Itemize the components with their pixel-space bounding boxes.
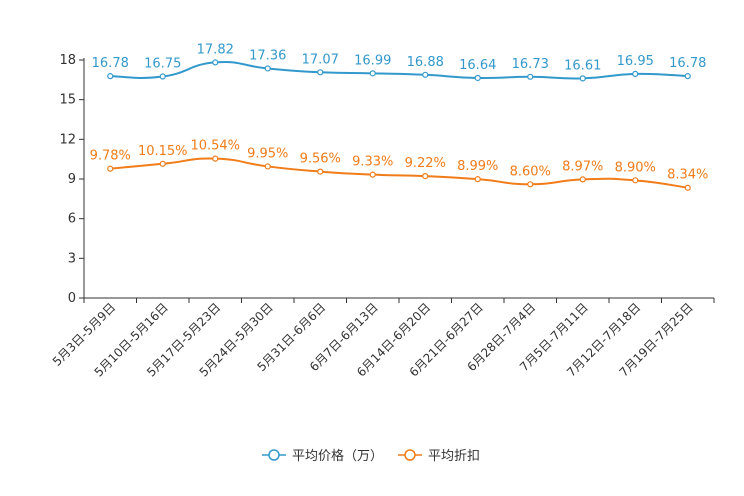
- data-point: [527, 73, 534, 80]
- data-point: [527, 181, 534, 188]
- legend-label[interactable]: 平均价格（万）: [292, 448, 383, 464]
- data-point: [264, 163, 271, 170]
- data-label: 16.73: [512, 57, 549, 72]
- legend-marker-icon: [268, 449, 280, 461]
- data-label: 10.15%: [138, 144, 188, 159]
- data-point: [369, 70, 376, 77]
- data-point: [579, 176, 586, 183]
- data-point: [579, 75, 586, 82]
- data-label: 17.07: [302, 52, 339, 67]
- data-point: [474, 74, 481, 82]
- data-point: [212, 155, 219, 162]
- data-label: 9.78%: [90, 149, 131, 164]
- data-point: [369, 171, 376, 178]
- data-point: [264, 65, 271, 72]
- data-point: [632, 70, 639, 77]
- data-label: 9.56%: [300, 152, 341, 167]
- data-point: [474, 176, 481, 183]
- data-label: 16.64: [459, 58, 496, 73]
- data-point: [159, 73, 166, 80]
- data-label: 16.99: [354, 53, 391, 68]
- data-label: 8.34%: [667, 168, 708, 183]
- series-line-discount: [110, 157, 688, 189]
- legend-marker-icon: [404, 449, 416, 461]
- y-tick-label: 15: [59, 93, 76, 108]
- data-label: 8.97%: [562, 159, 603, 174]
- data-label: 9.95%: [247, 146, 288, 161]
- data-label: 16.78: [92, 56, 129, 71]
- y-tick-label: 0: [68, 291, 76, 306]
- data-label: 8.60%: [510, 164, 551, 179]
- data-label: 9.33%: [352, 155, 393, 170]
- y-tick-label: 6: [68, 212, 76, 227]
- data-label: 16.61: [564, 58, 601, 73]
- data-point: [684, 184, 691, 191]
- data-point: [317, 69, 324, 76]
- data-label: 8.90%: [615, 160, 656, 175]
- data-point: [422, 71, 429, 78]
- data-label: 16.78: [669, 56, 706, 71]
- data-point: [684, 73, 691, 80]
- data-label: 10.54%: [190, 139, 240, 154]
- data-point: [212, 59, 219, 66]
- data-label: 16.75: [144, 57, 181, 72]
- data-label: 17.36: [249, 48, 286, 63]
- y-tick-label: 9: [68, 172, 76, 187]
- data-point: [317, 168, 324, 175]
- series-line-price: [110, 60, 688, 80]
- legend-label[interactable]: 平均折扣: [428, 449, 480, 464]
- data-label: 9.22%: [405, 156, 446, 171]
- data-label: 16.88: [407, 55, 444, 70]
- data-label: 8.99%: [457, 159, 498, 174]
- y-tick-label: 12: [59, 132, 76, 147]
- y-tick-label: 3: [68, 251, 76, 266]
- data-point: [107, 73, 114, 80]
- data-label: 17.82: [197, 42, 234, 57]
- data-label: 16.95: [617, 54, 654, 69]
- data-point: [422, 172, 429, 180]
- data-point: [159, 160, 166, 167]
- data-point: [107, 165, 114, 172]
- data-point: [632, 177, 639, 184]
- y-tick-label: 18: [59, 53, 76, 68]
